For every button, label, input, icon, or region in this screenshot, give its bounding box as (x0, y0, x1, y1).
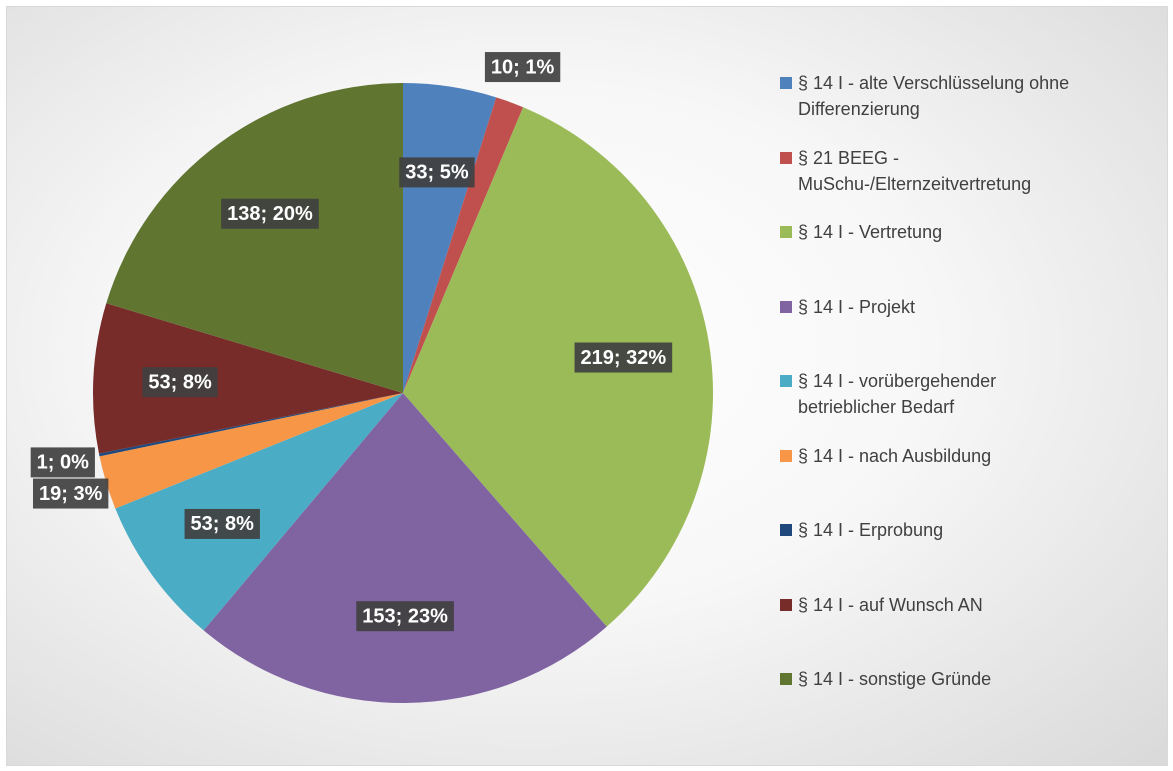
legend-entry: § 14 I - vorübergehender betrieblicher B… (780, 368, 1080, 420)
pie-slice (203, 393, 607, 703)
data-label-text: 33; 5% (405, 162, 469, 184)
legend-label: § 14 I - auf Wunsch AN (798, 594, 983, 615)
legend-label: § 14 I - vorübergehender betrieblicher B… (798, 371, 997, 417)
data-label-box (184, 508, 260, 539)
pie-slice (98, 393, 404, 457)
data-label-text: 138; 20% (227, 203, 313, 225)
data-label-box (484, 52, 561, 83)
data-label: 53; 8% (142, 367, 218, 398)
legend-label: § 14 I - Projekt (798, 296, 916, 317)
legend-label: § 14 I - Erprobung (798, 520, 944, 540)
legend-swatch (780, 598, 792, 611)
legend-entry: § 14 I - Vertretung (780, 219, 1080, 245)
pie-slice (99, 393, 404, 509)
legend-swatch (780, 524, 792, 536)
legend-entry: § 14 I - auf Wunsch AN (780, 592, 1080, 618)
legend-swatch (780, 226, 792, 238)
legend-entry: § 14 I - nach Ausbildung (780, 443, 1080, 469)
data-label: 19; 3% (32, 478, 109, 509)
data-label: 1; 0% (30, 447, 95, 478)
data-label: 33; 5% (399, 157, 475, 188)
pie-slice (403, 97, 524, 393)
legend-entry: § 14 I - Erprobung (780, 517, 1080, 543)
data-label-text: 19; 3% (39, 483, 103, 505)
data-label: 10; 1% (484, 52, 561, 83)
data-label-text: 10; 1% (491, 56, 555, 78)
legend-label: § 21 BEEG - MuSchu-/Elternzeitvertretung (798, 147, 1032, 194)
data-label-box (221, 198, 319, 229)
legend-swatch (780, 449, 792, 462)
legend-label: § 14 I - sonstige Gründe (798, 669, 992, 689)
pie-slice (93, 303, 403, 454)
legend-entry: § 14 I - sonstige Gründe (780, 666, 1080, 692)
pie-slice (403, 107, 713, 627)
data-label-text: 1; 0% (37, 452, 89, 474)
legend-label: § 14 I - Vertretung (798, 222, 943, 242)
data-label-text: 53; 8% (148, 371, 212, 393)
legend-swatch (780, 151, 792, 164)
legend-swatch (780, 300, 792, 313)
data-label-box (30, 447, 95, 478)
data-label-text: 219; 32% (581, 347, 667, 369)
legend-label: § 14 I - nach Ausbildung (798, 445, 992, 466)
legend-entry: § 14 I - Projekt (780, 294, 1080, 320)
data-label: 219; 32% (574, 342, 673, 373)
data-label-text: 153; 23% (362, 605, 448, 627)
data-label-box (399, 157, 475, 188)
data-label-text: 53; 8% (191, 513, 255, 535)
data-label-box (142, 367, 218, 398)
legend-label: § 14 I - alte Verschlüsselung ohne Diffe… (798, 73, 1070, 119)
legend-swatch (780, 77, 792, 89)
legend-entry: § 14 I - alte Verschlüsselung ohne Diffe… (780, 70, 1080, 122)
data-label: 138; 20% (221, 198, 319, 229)
legend-swatch (780, 673, 792, 685)
legend-entry: § 21 BEEG - MuSchu-/Elternzeitvertretung (780, 145, 1080, 197)
data-label-box (32, 478, 109, 509)
data-label-box (356, 601, 454, 632)
data-label-box (574, 342, 673, 373)
legend-swatch (780, 375, 792, 387)
data-label: 153; 23% (356, 601, 454, 632)
pie-slice (106, 83, 404, 393)
data-label: 53; 8% (184, 508, 260, 539)
